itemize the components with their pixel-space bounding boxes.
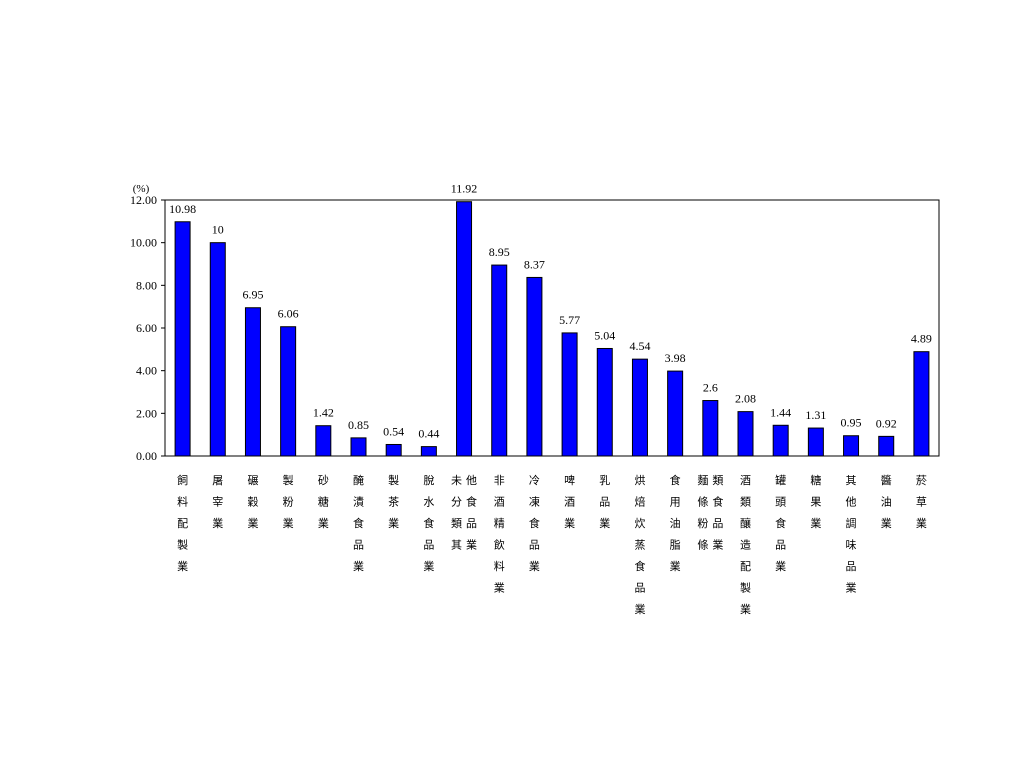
y-tick-label: 8.00 <box>136 278 157 292</box>
bar <box>244 307 261 457</box>
y-tick-label: 2.00 <box>136 406 157 420</box>
bar <box>315 425 332 457</box>
y-tick-label: 6.00 <box>136 321 157 335</box>
data-label: 2.6 <box>703 381 718 395</box>
category-label: 烘焙炊蒸食品業 <box>634 473 645 616</box>
data-label: 11.92 <box>451 182 478 196</box>
category-label: 食用油脂業 <box>670 473 681 573</box>
data-label: 0.44 <box>418 427 439 441</box>
data-label: 1.42 <box>313 406 334 420</box>
data-label: 6.06 <box>278 307 299 321</box>
bar <box>631 358 648 457</box>
category-label: 未分類其他食品業 <box>451 474 477 552</box>
category-label: 碾穀業 <box>247 474 258 530</box>
y-unit-label: (%) <box>133 183 150 195</box>
bar <box>350 437 367 457</box>
y-tick-label: 4.00 <box>136 364 157 378</box>
data-label: 0.85 <box>348 418 369 432</box>
category-label: 醃漬食品業 <box>353 473 364 573</box>
category-label: 砂糖業 <box>318 474 329 530</box>
data-labels: 10.98 10 6.95 6.06 1.42 0.85 0.54 0.44 11.92 8.95… <box>169 182 932 441</box>
category-label: 製茶業 <box>388 473 399 530</box>
y-tick-label: 10.00 <box>130 236 157 250</box>
category-label: 啤酒業 <box>564 473 575 530</box>
bar <box>280 326 297 457</box>
bar <box>456 201 473 457</box>
bar <box>561 332 578 457</box>
category-label: 酒類釀造配製業 <box>740 474 751 616</box>
bar <box>772 424 789 457</box>
category-label: 罐頭食品業 <box>775 474 786 573</box>
category-label: 屠宰業 <box>212 474 223 530</box>
category-label: 菸草業 <box>916 474 927 530</box>
data-label: 0.95 <box>841 416 862 430</box>
bar <box>420 446 437 457</box>
category-label: 製粉業 <box>283 473 294 530</box>
data-label: 6.95 <box>242 288 263 302</box>
data-label: 5.77 <box>559 313 580 327</box>
y-tick-label: 12.00 <box>130 193 157 207</box>
data-label: 1.31 <box>805 408 826 422</box>
data-label: 10 <box>212 223 224 237</box>
bar <box>209 242 226 457</box>
bar <box>491 264 508 457</box>
data-label: 0.92 <box>876 416 897 430</box>
plot-area <box>164 199 940 457</box>
bars <box>174 201 930 457</box>
data-label: 4.89 <box>911 332 932 346</box>
bar <box>385 443 402 457</box>
category-label: 飼料配製業 <box>177 473 188 573</box>
category-label: 糖果業 <box>810 473 821 530</box>
data-label: 8.37 <box>524 257 545 271</box>
bar <box>843 435 860 457</box>
category-label: 脫水食品業 <box>423 473 434 573</box>
data-label: 2.08 <box>735 392 756 406</box>
category-label: 醬油業 <box>881 473 892 530</box>
bar <box>174 221 191 457</box>
category-label: 乳品業 <box>599 474 610 530</box>
bar <box>667 370 684 457</box>
bar <box>807 427 824 457</box>
data-label: 1.44 <box>770 405 791 419</box>
y-axis: 0.00 2.00 4.00 6.00 8.00 10.00 12.00 <box>130 193 165 463</box>
category-label: 其他調味品業 <box>846 474 857 595</box>
data-label: 8.95 <box>489 245 510 259</box>
bar <box>878 435 895 457</box>
bar <box>526 276 543 457</box>
bar <box>737 411 754 457</box>
data-label: 3.98 <box>665 351 686 365</box>
data-label: 5.04 <box>594 328 615 342</box>
category-labels: 飼料配製業 屠宰業 碾穀業 製粉業 砂糖業 醃漬食品業 製茶業 脫水食品業 未分類其他食品業非酒… <box>177 473 927 616</box>
category-label: 非酒精飲料業 <box>494 474 505 595</box>
bar <box>596 347 613 457</box>
category-label: 麵條粉條類食品業 <box>697 474 723 552</box>
bar <box>702 400 719 457</box>
category-label: 冷凍食品業 <box>529 474 540 573</box>
data-label: 4.54 <box>629 339 650 353</box>
y-tick-label: 0.00 <box>136 449 157 463</box>
bar <box>913 351 930 457</box>
data-label: 10.98 <box>169 202 196 216</box>
data-label: 0.54 <box>383 424 404 438</box>
